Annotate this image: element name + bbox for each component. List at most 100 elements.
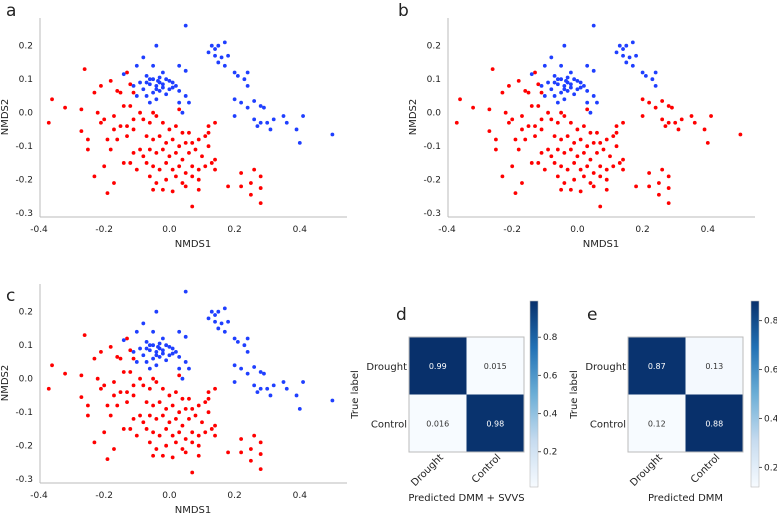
red-point bbox=[118, 356, 123, 361]
red-point bbox=[611, 164, 616, 169]
red-point bbox=[160, 120, 165, 125]
red-point bbox=[572, 161, 577, 165]
blue-point bbox=[154, 309, 159, 314]
red-point bbox=[128, 104, 133, 108]
blue-point bbox=[141, 321, 146, 326]
red-point bbox=[193, 147, 198, 152]
blue-point bbox=[154, 87, 159, 92]
column-label: Control bbox=[470, 452, 503, 485]
red-point bbox=[578, 189, 583, 194]
red-point bbox=[183, 184, 188, 189]
red-point bbox=[151, 187, 156, 192]
red-point bbox=[542, 167, 547, 172]
red-point bbox=[196, 433, 201, 438]
blue-point bbox=[170, 346, 175, 351]
matrix-cell bbox=[466, 337, 524, 395]
red-point bbox=[141, 117, 146, 122]
panel-label-c: c bbox=[6, 286, 15, 306]
red-point bbox=[138, 110, 142, 115]
red-point bbox=[92, 90, 97, 95]
blue-point bbox=[131, 350, 136, 354]
red-point bbox=[533, 124, 537, 128]
red-point bbox=[183, 406, 188, 411]
red-point bbox=[585, 107, 590, 112]
red-point bbox=[539, 151, 544, 155]
panel-label-e: e bbox=[587, 305, 597, 325]
blue-point bbox=[177, 63, 182, 68]
red-point bbox=[647, 171, 652, 175]
cell-value: 0.99 bbox=[429, 362, 447, 371]
red-point bbox=[128, 161, 133, 165]
red-point bbox=[249, 181, 253, 185]
blue-point bbox=[255, 390, 260, 394]
red-point bbox=[663, 124, 668, 128]
red-point bbox=[138, 413, 142, 418]
x-axis-title: Predicted DMM + SVVS bbox=[408, 493, 524, 504]
red-point bbox=[206, 390, 211, 394]
red-point bbox=[588, 157, 593, 162]
blue-point bbox=[121, 338, 126, 343]
blue-point bbox=[564, 78, 568, 83]
red-point bbox=[128, 82, 133, 87]
blue-point bbox=[572, 92, 577, 97]
colorbar-tick-label: 0.8 bbox=[543, 333, 558, 343]
red-point bbox=[536, 82, 541, 87]
blue-point bbox=[555, 82, 560, 87]
red-point bbox=[595, 130, 599, 135]
blue-point bbox=[630, 40, 635, 45]
cell-value: 0.12 bbox=[648, 419, 666, 428]
blue-point bbox=[578, 85, 583, 90]
red-point bbox=[128, 370, 133, 374]
red-point bbox=[196, 443, 201, 448]
x-tick-label: 0.0 bbox=[570, 225, 585, 235]
red-point bbox=[121, 104, 126, 108]
red-point bbox=[634, 184, 638, 189]
red-point bbox=[614, 130, 619, 135]
y-tick-label: 0.2 bbox=[19, 308, 33, 318]
blue-point bbox=[164, 77, 169, 82]
confusion-matrix-d: 0.99 0.015 0.016 0.98 Drought Control Drought C… bbox=[350, 300, 558, 504]
red-point bbox=[539, 117, 544, 122]
red-point bbox=[258, 440, 263, 445]
red-point bbox=[507, 120, 511, 125]
y-tick-label: -0.1 bbox=[15, 408, 33, 418]
red-point bbox=[647, 184, 652, 189]
red-point bbox=[125, 134, 129, 139]
red-point bbox=[180, 423, 185, 428]
blue-point bbox=[546, 80, 550, 85]
red-point bbox=[131, 117, 136, 122]
red-point bbox=[193, 413, 198, 418]
red-point bbox=[213, 423, 217, 428]
red-point bbox=[582, 151, 586, 155]
blue-point bbox=[301, 114, 305, 118]
blue-point bbox=[575, 78, 580, 83]
red-point bbox=[249, 447, 253, 451]
blue-point bbox=[258, 386, 263, 391]
y-tick-label: 0.1 bbox=[19, 75, 33, 85]
red-point bbox=[128, 348, 133, 353]
column-label: Drought bbox=[628, 452, 665, 489]
red-point bbox=[147, 413, 152, 418]
red-point bbox=[131, 356, 136, 361]
red-point bbox=[125, 124, 129, 128]
red-point bbox=[611, 134, 616, 139]
cell-value: 0.13 bbox=[705, 362, 723, 371]
matrix-cell bbox=[466, 394, 524, 452]
red-point bbox=[575, 127, 580, 132]
red-point bbox=[147, 120, 152, 125]
blue-point bbox=[627, 55, 632, 60]
red-point bbox=[183, 140, 188, 145]
red-point bbox=[621, 167, 625, 172]
red-point bbox=[490, 67, 495, 72]
matrix-cell bbox=[685, 394, 743, 452]
blue-point bbox=[297, 406, 302, 411]
red-point bbox=[239, 184, 244, 189]
blue-point bbox=[595, 100, 599, 105]
y-axis-title: NMDS2 bbox=[408, 99, 419, 136]
y-tick-label: 0.1 bbox=[427, 75, 441, 85]
blue-point bbox=[154, 353, 159, 358]
blue-point bbox=[582, 84, 586, 88]
red-point bbox=[157, 134, 162, 139]
blue-point bbox=[134, 94, 139, 98]
red-point bbox=[709, 114, 713, 118]
